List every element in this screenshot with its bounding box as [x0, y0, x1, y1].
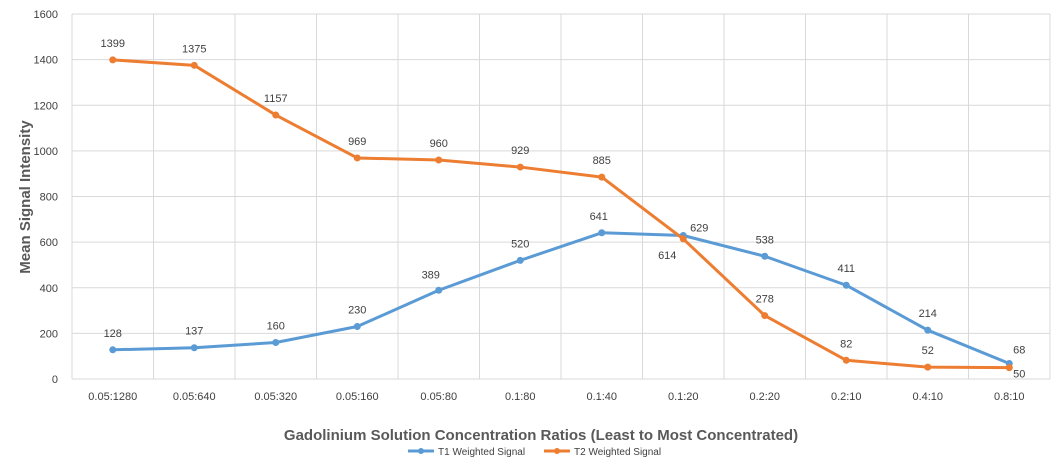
x-tick-label: 0.8:10 — [994, 391, 1025, 403]
series-0 — [109, 229, 1013, 367]
data-label: 885 — [593, 155, 611, 167]
data-point — [598, 173, 606, 181]
axis-layer: 0 200 400 600 800 1000 1200 1400 1600 0.05:1280 0.… — [34, 9, 1025, 403]
series-1 — [109, 56, 1013, 372]
x-axis-title: Gadolinium Solution Concentration Ratios… — [284, 427, 798, 444]
data-label: 230 — [348, 305, 366, 317]
x-tick-label: 0.05:160 — [336, 391, 379, 403]
data-label: 389 — [422, 269, 440, 281]
data-label: 82 — [840, 338, 852, 350]
data-point — [761, 312, 769, 320]
y-tick-label: 800 — [40, 192, 58, 204]
label-layer: 128 137 160 230 389 520 641 629 538 411 214 68 1399 1… — [101, 38, 1026, 381]
legend-marker — [418, 448, 424, 454]
legend-label: T1 Weighted Signal — [438, 447, 525, 458]
data-point — [842, 281, 850, 289]
data-label: 538 — [756, 234, 774, 246]
data-point — [353, 323, 361, 331]
legend-label: T2 Weighted Signal — [574, 447, 661, 458]
data-label: 520 — [511, 238, 529, 250]
x-tick-label: 0.4:10 — [912, 391, 943, 403]
data-label: 52 — [922, 345, 934, 357]
legend-marker — [554, 448, 560, 454]
data-point — [272, 111, 280, 119]
data-point — [353, 154, 361, 162]
data-label: 641 — [590, 211, 608, 223]
data-point — [190, 61, 198, 69]
data-label: 411 — [837, 263, 855, 275]
x-tick-label: 0.05:1280 — [88, 391, 137, 403]
grid-layer — [71, 13, 1051, 380]
series-line — [112, 231, 1010, 365]
data-label: 68 — [1013, 344, 1025, 356]
y-tick-label: 1600 — [34, 9, 58, 21]
data-label: 614 — [658, 250, 676, 262]
x-tick-label: 0.1:20 — [668, 391, 699, 403]
x-tick-label: 0.05:80 — [420, 391, 457, 403]
data-point — [109, 56, 117, 64]
y-tick-label: 1000 — [34, 146, 58, 158]
data-label: 160 — [267, 321, 285, 333]
data-label: 128 — [104, 328, 122, 340]
data-point — [761, 252, 769, 260]
data-point — [435, 286, 443, 294]
series-line — [112, 58, 1010, 370]
data-point — [924, 326, 932, 334]
y-tick-label: 1200 — [34, 100, 58, 112]
x-tick-label: 0.1:40 — [586, 391, 617, 403]
data-label: 214 — [919, 308, 937, 320]
data-point — [109, 346, 117, 354]
data-label: 1375 — [182, 43, 206, 55]
x-tick-label: 0.2:20 — [749, 391, 780, 403]
data-label: 929 — [511, 145, 529, 157]
data-label: 969 — [348, 136, 366, 148]
data-point — [598, 229, 606, 237]
x-tick-label: 0.1:80 — [505, 391, 536, 403]
data-point — [516, 163, 524, 171]
data-label: 137 — [185, 326, 203, 338]
y-tick-label: 200 — [40, 328, 58, 340]
y-tick-label: 1400 — [34, 55, 58, 67]
data-point — [190, 344, 198, 352]
data-label: 1399 — [101, 38, 125, 50]
legend: T1 Weighted Signal T2 Weighted Signal — [408, 447, 661, 458]
data-point — [1005, 364, 1013, 372]
y-axis-title: Mean Signal Intensity — [17, 120, 34, 274]
data-point — [272, 339, 280, 346]
data-label: 629 — [690, 223, 708, 235]
y-tick-label: 600 — [40, 237, 58, 249]
data-point — [516, 256, 524, 264]
x-tick-label: 0.2:10 — [831, 391, 862, 403]
data-point — [924, 363, 932, 371]
data-label: 960 — [430, 138, 448, 150]
y-tick-label: 0 — [52, 374, 58, 386]
data-point — [679, 235, 687, 243]
x-tick-label: 0.05:320 — [254, 391, 297, 403]
data-point — [842, 356, 850, 364]
data-label: 278 — [756, 294, 774, 306]
data-label: 1157 — [264, 93, 288, 105]
y-tick-label: 400 — [40, 283, 58, 295]
data-point — [435, 156, 443, 164]
x-tick-label: 0.05:640 — [173, 391, 216, 403]
data-label: 50 — [1013, 369, 1025, 381]
series-layer — [109, 56, 1013, 372]
